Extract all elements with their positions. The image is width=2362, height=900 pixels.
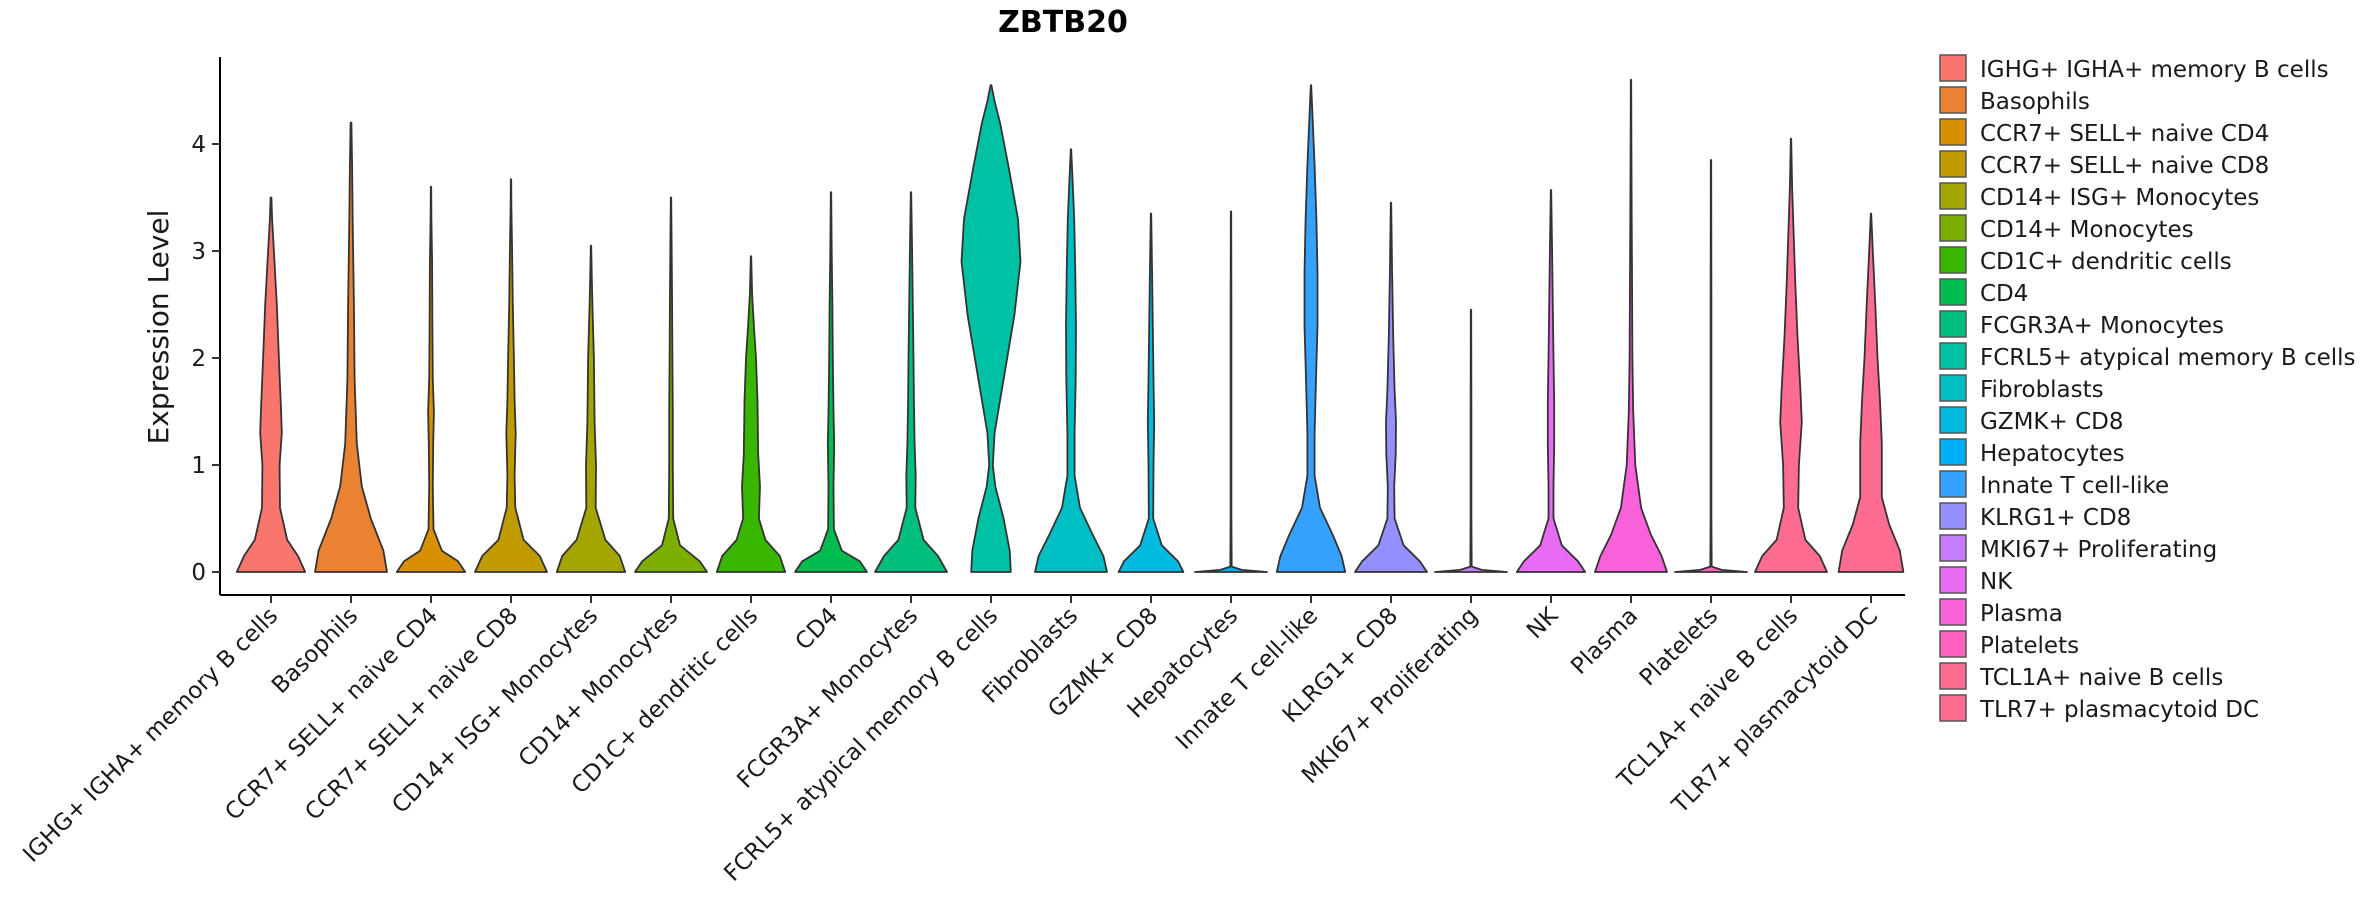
legend-swatch	[1939, 246, 1967, 274]
violin-cd14-monocytes	[634, 196, 708, 573]
legend-label: CD4	[1980, 281, 2028, 307]
x-tick-label: CD4	[791, 603, 844, 656]
violin-nk	[1515, 189, 1587, 573]
y-tick-label: 4	[191, 132, 206, 158]
violin-fcrl5-atypical-memory-b-cells	[960, 84, 1022, 573]
violin-cd4	[794, 191, 868, 573]
legend-swatch	[1939, 534, 1967, 562]
x-tick-label: Innate T cell-like	[1171, 603, 1323, 755]
legend-swatch	[1939, 694, 1967, 722]
legend-swatch	[1939, 406, 1967, 434]
legend-swatch	[1939, 118, 1967, 146]
x-tick-label: NK	[1522, 602, 1564, 644]
legend-swatch	[1939, 310, 1967, 338]
legend-swatch	[1939, 278, 1967, 306]
violin-ighg-igha-memory-b-cells	[235, 196, 307, 573]
violin-platelets	[1674, 159, 1748, 573]
violin-gzmk-cd8	[1117, 212, 1185, 573]
violin-innate-t-cell-like	[1275, 84, 1347, 573]
legend-swatch	[1939, 182, 1967, 210]
legend-label: Platelets	[1980, 633, 2079, 659]
legend-label: CCR7+ SELL+ naive CD4	[1980, 121, 2269, 147]
legend: IGHG+ IGHA+ memory B cells Basophils CCR7+…	[1939, 54, 2356, 723]
legend-swatch	[1939, 150, 1967, 178]
violin-tlr7-plasmacytoid-dc	[1837, 212, 1905, 573]
chart-title: ZBTB20	[998, 5, 1128, 40]
violin-klrg1-cd8	[1354, 201, 1428, 573]
violin-hepatocytes	[1194, 210, 1268, 573]
legend-label: KLRG1+ CD8	[1980, 505, 2131, 531]
violin-ccr7-sell-naive-cd8	[474, 178, 548, 573]
violin-tcl1a-naive-b-cells	[1754, 137, 1828, 573]
legend-swatch	[1939, 438, 1967, 466]
violins-layer	[235, 78, 1905, 573]
violin-fcgr3a-monocytes	[874, 191, 948, 573]
legend-label: FCRL5+ atypical memory B cells	[1980, 345, 2356, 371]
legend-label: CD1C+ dendritic cells	[1980, 249, 2232, 275]
legend-label: CD14+ Monocytes	[1980, 217, 2194, 243]
y-axis-label: Expression Level	[142, 210, 175, 445]
legend-swatch	[1939, 86, 1967, 114]
legend-swatch	[1939, 662, 1967, 690]
violin-plasma	[1594, 78, 1668, 573]
legend-label: Plasma	[1980, 601, 2063, 627]
legend-label: GZMK+ CD8	[1980, 409, 2124, 435]
violin-ccr7-sell-naive-cd4	[395, 185, 467, 573]
legend-label: CCR7+ SELL+ naive CD8	[1980, 153, 2269, 179]
x-tick-label: IGHG+ IGHA+ memory B cells	[18, 603, 283, 868]
legend-label: CD14+ ISG+ Monocytes	[1980, 185, 2259, 211]
legend-label: MKI67+ Proliferating	[1980, 537, 2217, 563]
legend-label: Fibroblasts	[1980, 377, 2104, 403]
violin-mki67-proliferating	[1434, 308, 1508, 573]
y-tick-label: 2	[191, 346, 206, 372]
legend-swatch	[1939, 54, 1967, 82]
violin-fibroblasts	[1034, 148, 1108, 573]
legend-label: Basophils	[1980, 89, 2090, 115]
y-tick-label: 0	[191, 560, 206, 586]
legend-label: TCL1A+ naive B cells	[1979, 665, 2223, 691]
legend-swatch	[1939, 342, 1967, 370]
legend-label: TLR7+ plasmacytoid DC	[1979, 697, 2259, 723]
legend-swatch	[1939, 470, 1967, 498]
legend-swatch	[1939, 630, 1967, 658]
violin-basophils	[314, 121, 388, 573]
x-tick-label: Plasma	[1566, 603, 1643, 680]
legend-swatch	[1939, 502, 1967, 530]
violin-cd1c-dendritic-cells	[715, 255, 787, 573]
legend-label: Innate T cell-like	[1980, 473, 2169, 499]
legend-swatch	[1939, 374, 1967, 402]
legend-label: IGHG+ IGHA+ memory B cells	[1980, 57, 2329, 83]
legend-label: NK	[1980, 569, 2013, 595]
y-tick-label: 1	[191, 453, 206, 479]
legend-swatch	[1939, 566, 1967, 594]
violin-cd14-isg-monocytes	[555, 244, 627, 573]
legend-swatch	[1939, 214, 1967, 242]
x-tick-label: CD14+ Monocytes	[514, 603, 683, 772]
y-tick-label: 3	[191, 239, 206, 265]
legend-label: FCGR3A+ Monocytes	[1980, 313, 2224, 339]
legend-swatch	[1939, 598, 1967, 626]
legend-label: Hepatocytes	[1980, 441, 2125, 467]
